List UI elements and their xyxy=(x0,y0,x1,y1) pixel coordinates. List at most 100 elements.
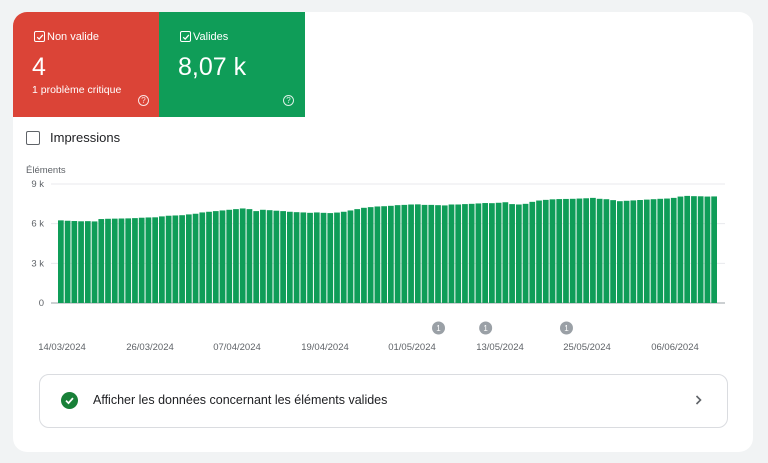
bar xyxy=(260,209,266,303)
impressions-label: Impressions xyxy=(50,130,121,145)
bar xyxy=(132,218,138,303)
bar xyxy=(334,212,340,303)
bar xyxy=(253,211,260,303)
bar xyxy=(563,198,569,303)
bar xyxy=(381,206,387,303)
bar xyxy=(192,213,199,303)
y-tick-label: 0 xyxy=(39,298,44,309)
bar xyxy=(98,219,105,303)
x-tick-label: 13/05/2024 xyxy=(476,342,524,352)
valid-elements-bar-chart: Éléments 9 k 6 k 3 k 0 14/03/2024 26/03/2024 07… xyxy=(26,165,725,352)
bar xyxy=(64,220,71,303)
bar xyxy=(549,199,556,303)
bar xyxy=(502,202,509,303)
bar xyxy=(327,213,334,303)
bar xyxy=(145,217,152,303)
view-valid-data-text: Afficher les données concernant les élém… xyxy=(93,393,388,407)
valid-count: 8,07 k xyxy=(178,53,247,81)
bar xyxy=(616,201,623,303)
not-valid-label: Non valide xyxy=(47,31,99,43)
bar xyxy=(233,209,239,303)
bar xyxy=(84,221,91,303)
annotation-marker xyxy=(432,321,446,335)
bar xyxy=(650,199,657,303)
y-axis-label: Éléments xyxy=(26,165,66,176)
bar xyxy=(691,196,697,303)
bar xyxy=(468,203,475,303)
bar xyxy=(462,204,468,303)
bar xyxy=(226,209,233,303)
bar xyxy=(401,204,408,303)
bar xyxy=(670,197,677,303)
bar xyxy=(529,201,536,303)
bar xyxy=(482,203,489,303)
bar xyxy=(165,215,172,303)
bar xyxy=(206,211,212,303)
bar xyxy=(219,210,226,303)
bar xyxy=(637,199,643,303)
bar xyxy=(630,200,637,303)
bar xyxy=(583,198,590,303)
bar xyxy=(556,199,563,303)
bar xyxy=(536,200,542,303)
bar xyxy=(58,220,64,303)
x-tick-label: 07/04/2024 xyxy=(213,342,261,352)
bar xyxy=(704,196,711,303)
bar xyxy=(320,212,327,303)
bar xyxy=(448,204,455,303)
bar xyxy=(374,206,381,303)
x-tick-label: 06/06/2024 xyxy=(651,342,699,352)
bar xyxy=(414,204,421,303)
bar xyxy=(421,204,428,303)
bar xyxy=(388,205,394,303)
bar xyxy=(199,212,206,303)
annotation-label: 1 xyxy=(436,324,441,333)
annotation-marker xyxy=(479,321,493,335)
bar xyxy=(489,203,495,303)
y-tick-label: 9 k xyxy=(31,179,44,190)
bar xyxy=(509,204,515,303)
bar xyxy=(340,211,347,303)
bar xyxy=(623,200,630,303)
bar xyxy=(354,209,361,303)
annotation-label: 1 xyxy=(483,324,488,333)
help-icon[interactable]: ? xyxy=(283,95,294,106)
annotation-label: 1 xyxy=(564,324,569,333)
not-valid-count: 4 xyxy=(32,53,46,81)
impressions-toggle[interactable]: Impressions xyxy=(26,130,120,145)
bar xyxy=(596,198,603,303)
x-tick-label: 14/03/2024 xyxy=(38,342,86,352)
impressions-checkbox[interactable] xyxy=(26,130,40,145)
bar xyxy=(78,221,84,303)
bar xyxy=(293,212,300,303)
bar xyxy=(435,205,441,303)
bar xyxy=(286,211,293,303)
bar xyxy=(522,203,529,303)
issues-report-card: Non valide 4 1 problème critique ? Valid… xyxy=(13,12,753,452)
bar xyxy=(300,212,307,303)
x-tick-label: 19/04/2024 xyxy=(301,342,349,352)
bar xyxy=(643,199,650,303)
bar xyxy=(394,205,401,303)
bar xyxy=(441,205,448,303)
help-icon[interactable]: ? xyxy=(138,95,149,106)
bar xyxy=(361,207,367,303)
valid-tile[interactable]: Valides 8,07 k ? xyxy=(159,12,305,117)
x-tick-label: 01/05/2024 xyxy=(388,342,436,352)
bar xyxy=(118,218,125,303)
bar xyxy=(239,208,246,303)
bar xyxy=(212,211,219,303)
bar xyxy=(576,198,583,303)
bar xyxy=(138,217,145,303)
checkbox-checked-icon[interactable] xyxy=(180,31,191,42)
bar xyxy=(313,212,320,303)
bar xyxy=(603,199,610,303)
bar xyxy=(159,216,165,303)
view-valid-data-link[interactable]: Afficher les données concernant les élém… xyxy=(39,374,728,428)
bar xyxy=(569,198,576,303)
bar xyxy=(367,207,374,303)
bar xyxy=(91,221,98,303)
not-valid-tile[interactable]: Non valide 4 1 problème critique ? xyxy=(13,12,159,117)
checkbox-checked-icon[interactable] xyxy=(34,31,45,42)
bar xyxy=(515,204,522,303)
